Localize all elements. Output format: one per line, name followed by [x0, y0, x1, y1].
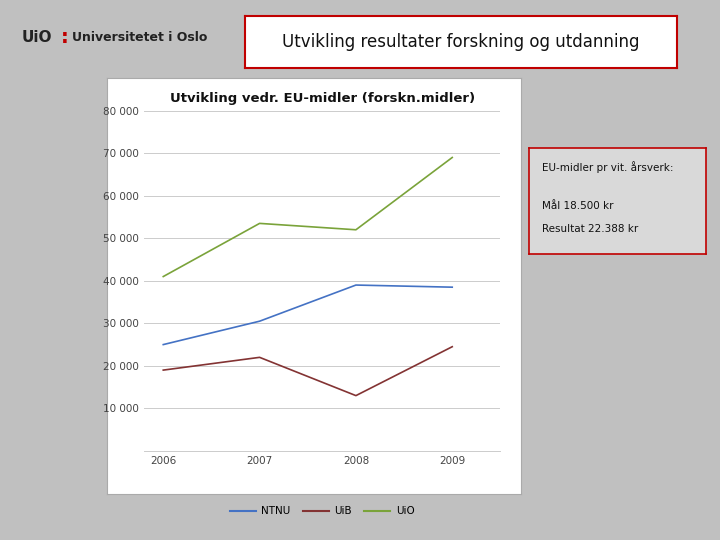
- Text: Utvikling resultater forskning og utdanning: Utvikling resultater forskning og utdann…: [282, 33, 639, 51]
- Text: :: :: [61, 28, 69, 48]
- Title: Utvikling vedr. EU-midler (forskn.midler): Utvikling vedr. EU-midler (forskn.midler…: [170, 92, 474, 105]
- Text: Universitetet i Oslo: Universitetet i Oslo: [72, 31, 207, 44]
- Text: Resultat 22.388 kr: Resultat 22.388 kr: [541, 224, 638, 234]
- Text: EU-midler pr vit. årsverk:: EU-midler pr vit. årsverk:: [541, 161, 673, 173]
- Text: UiO: UiO: [22, 30, 52, 45]
- Legend: NTNU, UiB, UiO: NTNU, UiB, UiO: [226, 502, 418, 521]
- Text: Mål 18.500 kr: Mål 18.500 kr: [541, 201, 613, 211]
